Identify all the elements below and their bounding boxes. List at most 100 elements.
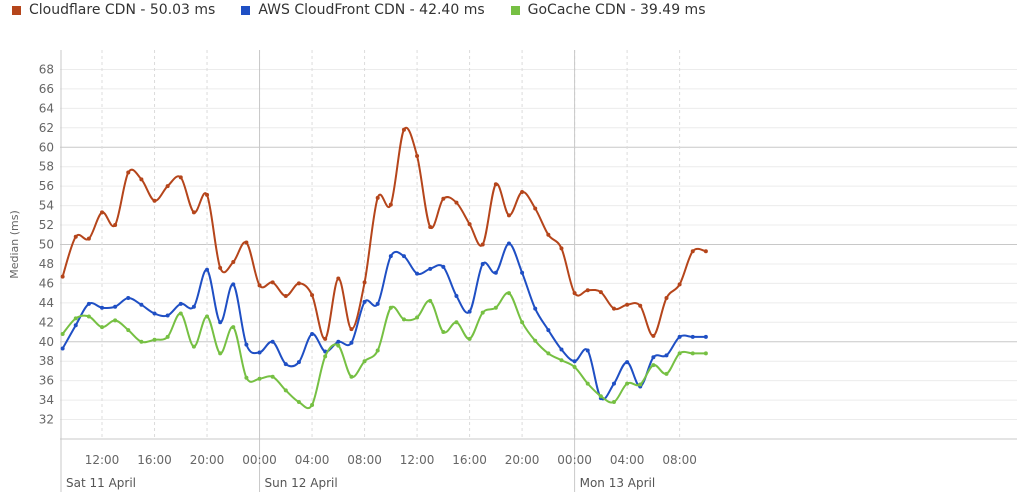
data-point-aws-cloudfront-39 (572, 359, 577, 364)
data-point-aws-cloudfront-49 (703, 334, 708, 339)
y-tick-label-56: 56 (39, 179, 54, 193)
data-point-aws-cloudfront-27 (415, 271, 420, 276)
data-point-cloudflare-9 (178, 175, 183, 180)
data-point-cloudflare-19 (310, 293, 315, 298)
data-point-gocache-2 (86, 314, 91, 319)
data-point-gocache-18 (296, 400, 301, 405)
x-tick-label-28: 04:00 (295, 453, 330, 467)
data-point-gocache-45 (651, 363, 656, 368)
data-point-aws-cloudfront-21 (336, 339, 341, 344)
data-point-aws-cloudfront-9 (178, 301, 183, 306)
data-point-gocache-10 (191, 344, 196, 349)
data-point-cloudflare-43 (625, 302, 630, 307)
data-point-aws-cloudfront-25 (388, 254, 393, 259)
data-point-gocache-41 (598, 394, 603, 399)
data-point-aws-cloudfront-3 (100, 305, 105, 310)
legend-item-cloudflare[interactable]: Cloudflare CDN - 50.03 ms (12, 2, 215, 18)
y-tick-label-36: 36 (39, 374, 54, 388)
data-point-aws-cloudfront-23 (362, 299, 367, 304)
data-point-cloudflare-10 (191, 210, 196, 215)
legend-label-aws-cloudfront: AWS CloudFront CDN - 42.40 ms (258, 2, 485, 18)
data-point-cloudflare-29 (441, 196, 446, 201)
data-point-aws-cloudfront-34 (506, 241, 511, 246)
day-label-1: Sun 12 April (265, 476, 338, 490)
data-point-aws-cloudfront-19 (310, 331, 315, 336)
legend-label-gocache: GoCache CDN - 39.49 ms (527, 2, 706, 18)
data-point-aws-cloudfront-42 (611, 381, 616, 386)
data-point-aws-cloudfront-43 (625, 360, 630, 365)
data-point-cloudflare-2 (86, 236, 91, 241)
data-point-gocache-48 (690, 351, 695, 356)
x-tick-label-32: 08:00 (347, 453, 382, 467)
series-line-cloudflare (61, 126, 707, 340)
data-point-gocache-42 (611, 400, 616, 405)
data-point-gocache-29 (441, 330, 446, 335)
data-point-cloudflare-42 (611, 306, 616, 311)
data-point-aws-cloudfront-18 (296, 360, 301, 365)
data-point-gocache-22 (349, 374, 354, 379)
data-point-gocache-6 (139, 339, 144, 344)
data-point-cloudflare-48 (690, 249, 695, 254)
data-point-cloudflare-40 (585, 288, 590, 293)
data-point-aws-cloudfront-12 (218, 320, 223, 325)
data-point-gocache-7 (152, 337, 157, 342)
data-point-aws-cloudfront-30 (454, 294, 459, 299)
data-point-cloudflare-28 (428, 224, 433, 229)
y-tick-label-64: 64 (39, 101, 54, 115)
data-point-cloudflare-24 (375, 195, 380, 200)
day-label-2: Mon 13 April (580, 476, 656, 490)
data-point-cloudflare-45 (651, 333, 656, 338)
data-point-aws-cloudfront-16 (270, 339, 275, 344)
legend-swatch-cloudflare (12, 5, 21, 15)
data-point-gocache-4 (113, 318, 118, 323)
data-point-gocache-34 (506, 291, 511, 296)
data-point-gocache-31 (467, 336, 472, 341)
data-point-gocache-43 (625, 381, 630, 386)
data-point-gocache-16 (270, 374, 275, 379)
data-point-gocache-37 (546, 351, 551, 356)
data-point-cloudflare-38 (559, 246, 564, 251)
data-point-cloudflare-15 (257, 283, 262, 288)
data-point-gocache-0 (60, 331, 65, 336)
data-point-gocache-17 (283, 388, 288, 393)
data-point-aws-cloudfront-8 (165, 313, 170, 318)
data-point-aws-cloudfront-10 (191, 304, 196, 309)
data-point-aws-cloudfront-13 (231, 282, 236, 287)
legend-item-aws-cloudfront[interactable]: AWS CloudFront CDN - 42.40 ms (241, 2, 485, 18)
legend-item-gocache[interactable]: GoCache CDN - 39.49 ms (510, 2, 706, 18)
data-point-aws-cloudfront-5 (126, 295, 131, 300)
data-point-cloudflare-35 (520, 189, 525, 194)
data-point-aws-cloudfront-36 (533, 306, 538, 311)
x-tick-label-44: 20:00 (505, 453, 540, 467)
data-point-gocache-47 (677, 351, 682, 356)
data-point-gocache-38 (559, 358, 564, 363)
series-line-aws-cloudfront (61, 242, 706, 401)
data-point-cloudflare-8 (165, 184, 170, 189)
data-point-aws-cloudfront-31 (467, 309, 472, 314)
data-point-cloudflare-30 (454, 200, 459, 205)
y-tick-label-48: 48 (39, 257, 54, 271)
x-tick-label-24: 00:00 (242, 453, 277, 467)
data-point-aws-cloudfront-24 (375, 301, 380, 306)
data-point-aws-cloudfront-29 (441, 264, 446, 269)
data-point-cloudflare-25 (388, 202, 393, 207)
data-point-gocache-14 (244, 375, 249, 380)
data-point-aws-cloudfront-15 (257, 350, 262, 355)
data-point-cloudflare-37 (546, 232, 551, 237)
data-point-gocache-44 (638, 382, 643, 387)
data-point-cloudflare-4 (113, 223, 118, 228)
data-point-aws-cloudfront-45 (651, 355, 656, 360)
data-point-gocache-8 (165, 334, 170, 339)
data-point-aws-cloudfront-2 (86, 301, 91, 306)
data-point-gocache-33 (493, 305, 498, 310)
data-point-cloudflare-36 (533, 206, 538, 211)
y-tick-label-32: 32 (39, 413, 54, 427)
x-tick-label-12: 12:00 (85, 453, 120, 467)
data-point-cloudflare-32 (480, 242, 485, 247)
data-point-gocache-1 (73, 316, 78, 321)
legend-swatch-gocache (510, 5, 520, 15)
y-axis-label: Median (ms) (8, 210, 21, 279)
data-point-cloudflare-18 (296, 281, 301, 286)
y-tick-label-66: 66 (39, 82, 54, 96)
data-point-gocache-12 (218, 351, 223, 356)
